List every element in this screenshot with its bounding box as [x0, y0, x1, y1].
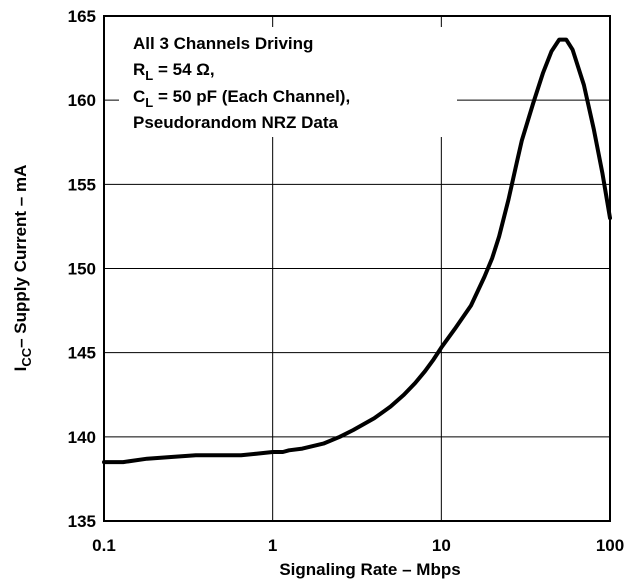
y-tick-label: 165	[68, 7, 96, 26]
annotation-line-2: RL = 54 Ω,	[133, 60, 215, 83]
x-tick-label: 0.1	[92, 536, 116, 555]
supply-current-series-line	[102, 37, 612, 465]
x-tick-label: 1	[268, 536, 277, 555]
x-tick-labels: 0.1 1 10 100	[92, 536, 624, 555]
y-tick-label: 150	[68, 260, 96, 279]
y-tick-label: 160	[68, 91, 96, 110]
annotation-line-1: All 3 Channels Driving	[133, 34, 313, 53]
annotation-line-3: CL = 50 pF (Each Channel),	[133, 87, 350, 110]
x-tick-label: 10	[432, 536, 451, 555]
y-tick-label: 145	[68, 344, 96, 363]
y-axis-label: ICC– Supply Current – mA	[11, 165, 34, 372]
plot-frame	[103, 15, 611, 522]
x-tick-label: 100	[596, 536, 624, 555]
annotation: All 3 Channels Driving RL = 54 Ω, CL = 5…	[133, 34, 350, 132]
annotation-line-4: Pseudorandom NRZ Data	[133, 113, 339, 132]
y-tick-label: 140	[68, 428, 96, 447]
x-axis-label: Signaling Rate – Mbps	[279, 560, 460, 579]
y-tick-labels: 135 140 145 150 155 160 165	[68, 7, 96, 531]
annotation-background	[119, 27, 457, 137]
y-tick-label: 155	[68, 175, 96, 194]
y-tick-label: 135	[68, 512, 96, 531]
